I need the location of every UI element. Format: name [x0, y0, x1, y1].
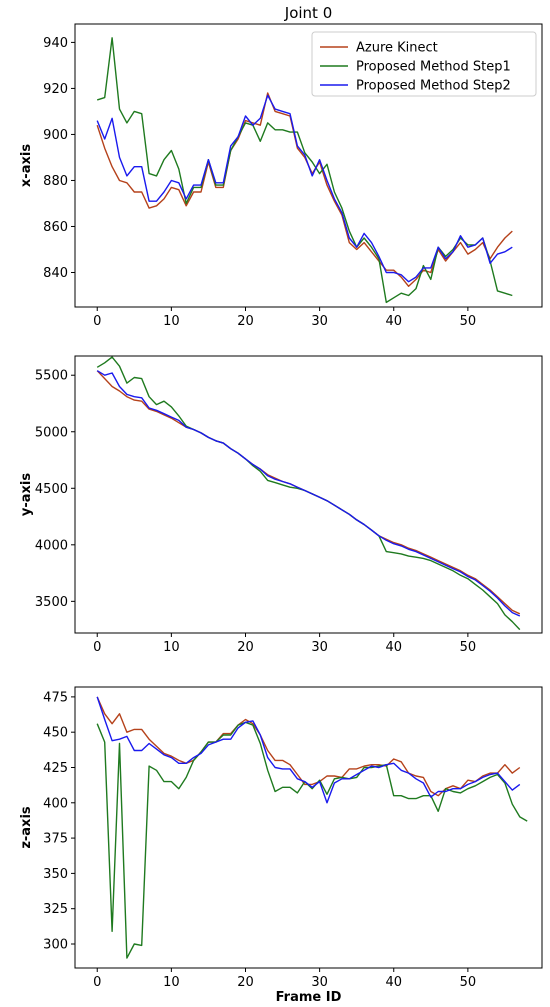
y-tick-label: 920 — [43, 82, 68, 97]
plot-x-axis: 0 10 20 30 40 50 840 860 880 900 920 940 x-axis — [19, 23, 543, 329]
y-axis-label: z-axis — [19, 806, 34, 849]
x-tick-label: 40 — [385, 640, 402, 655]
x-tick-label: 10 — [163, 314, 180, 329]
y-tick-label: 5000 — [35, 425, 68, 440]
series-line-proposed-method-step2 — [96, 696, 521, 804]
x-tick-label: 30 — [311, 640, 328, 655]
legend-label-step1: Proposed Method Step1 — [356, 60, 511, 75]
x-tick-label: 40 — [385, 975, 402, 990]
x-tick-label: 10 — [163, 975, 180, 990]
series-line-proposed-method-step1 — [96, 721, 528, 959]
y-tick-label: 375 — [43, 832, 68, 847]
y-tick-label: 5500 — [35, 369, 68, 384]
plot-z-axis: 0 10 20 30 40 50 300 325 350 375 400 425 450 475 z-axi… — [19, 686, 543, 1005]
y-tick-label: 3500 — [35, 595, 68, 610]
y-tick-label: 840 — [43, 266, 68, 281]
x-tick-label: 20 — [237, 975, 254, 990]
x-tick-label: 20 — [237, 640, 254, 655]
axes-frame — [74, 355, 543, 634]
series-line-azure-kinect — [96, 696, 521, 797]
plot-y-axis: 0 10 20 30 40 50 3500 4000 4500 5000 5500 y-axis — [19, 355, 543, 655]
series-line-proposed-method-step2 — [96, 370, 521, 617]
y-axis-label: y-axis — [19, 473, 34, 516]
series-line-proposed-method-step1 — [96, 37, 513, 304]
x-tick-label: 0 — [93, 314, 101, 329]
y-tick-label: 4500 — [35, 482, 68, 497]
series-line-azure-kinect — [96, 92, 513, 287]
y-tick-label: 400 — [43, 796, 68, 811]
axes-frame — [74, 23, 543, 308]
x-tick-label: 50 — [460, 314, 477, 329]
x-axis-label: Frame ID — [276, 990, 342, 1005]
x-tick-label: 50 — [460, 975, 477, 990]
x-tick-label: 10 — [163, 640, 180, 655]
x-tick-label: 30 — [311, 314, 328, 329]
series-line-proposed-method-step2 — [96, 94, 513, 283]
axes-frame — [74, 686, 543, 969]
x-tick-label: 50 — [460, 640, 477, 655]
x-tick-label: 20 — [237, 314, 254, 329]
x-tick-label: 40 — [385, 314, 402, 329]
y-axis-label: x-axis — [19, 144, 34, 187]
series-line-proposed-method-step1 — [96, 356, 521, 631]
x-tick-label: 0 — [93, 975, 101, 990]
legend: Azure Kinect Proposed Method Step1 Propo… — [311, 31, 537, 97]
legend-label-step2: Proposed Method Step2 — [356, 79, 511, 94]
y-tick-label: 450 — [43, 726, 68, 741]
x-tick-label: 30 — [311, 975, 328, 990]
y-tick-label: 425 — [43, 761, 68, 776]
legend-box — [311, 31, 537, 97]
y-tick-label: 880 — [43, 174, 68, 189]
y-tick-label: 860 — [43, 220, 68, 235]
y-tick-label: 350 — [43, 867, 68, 882]
y-tick-label: 900 — [43, 128, 68, 143]
y-tick-label: 325 — [43, 902, 68, 917]
y-tick-label: 4000 — [35, 538, 68, 553]
y-tick-label: 300 — [43, 937, 68, 952]
legend-label-azure-kinect: Azure Kinect — [356, 41, 438, 56]
figure-title: Joint 0 — [284, 4, 332, 22]
y-tick-label: 940 — [43, 36, 68, 51]
x-tick-label: 0 — [93, 640, 101, 655]
y-tick-label: 475 — [43, 690, 68, 705]
